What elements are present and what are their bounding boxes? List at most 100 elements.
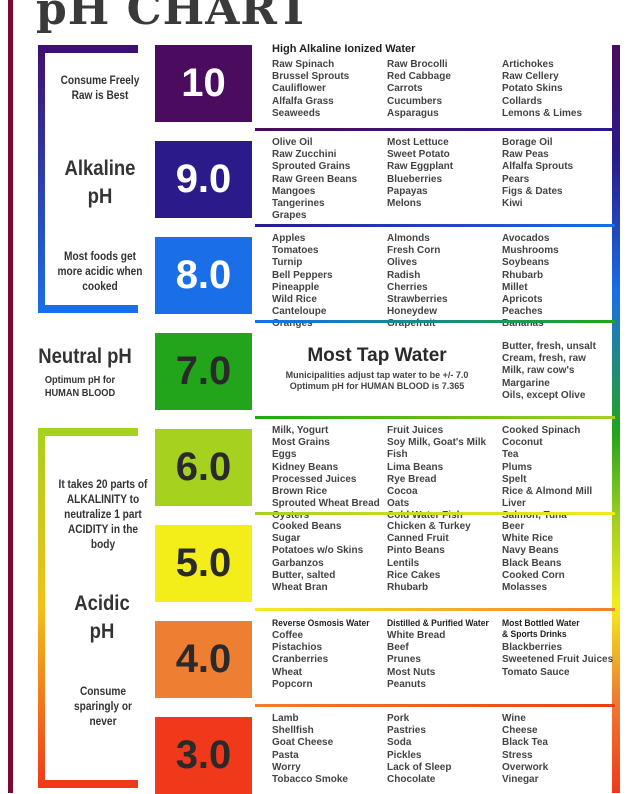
food-item: Fruit Juices: [387, 425, 444, 436]
food-item: Mangoes: [272, 185, 316, 197]
food-item: Fresh Corn: [387, 245, 441, 257]
food-item: Alfalfa Sprouts: [502, 161, 574, 173]
food-item: Bananas: [502, 318, 544, 330]
ph-level-box: 3.0: [155, 717, 252, 794]
food-item: Avocados: [502, 233, 550, 244]
food-item: Rice & Almond Mill: [502, 486, 593, 497]
food-item: Tangerines: [272, 198, 325, 209]
row-separator: [255, 224, 615, 227]
food-item: Cooked Spinach: [502, 425, 581, 436]
food-item: Millet: [502, 281, 528, 293]
food-item: Spelt: [502, 473, 527, 485]
food-item: Cherries: [387, 281, 428, 293]
food-item: Wine: [502, 713, 526, 724]
food-item: Tomato Sauce: [502, 666, 570, 678]
food-item: Processed Juices: [272, 473, 357, 485]
food-item: Garbanzos: [272, 557, 324, 569]
food-item: Fish: [387, 449, 408, 461]
food-item: Pickles: [387, 749, 422, 761]
tap-water-headline: Most Tap Water: [307, 345, 447, 366]
row-separator: [255, 320, 615, 323]
food-item: Chocolate: [387, 774, 436, 785]
food-item: Soybeans: [502, 257, 550, 269]
food-item: Pineapple: [272, 281, 320, 293]
alkalinity-note: It takes 20 parts of ALKALINITY to neutr…: [58, 479, 148, 551]
food-item: Sweet Potato: [387, 149, 450, 161]
food-item: Soy Milk, Goat's Milk: [387, 437, 487, 449]
food-item: Asparagus: [387, 107, 439, 119]
acidic-label: Acidic pH: [74, 592, 130, 643]
food-item: Raw Peas: [502, 149, 549, 161]
row-separator: [255, 704, 615, 707]
food-item: Most Nuts: [387, 666, 436, 678]
food-item: Pasta: [272, 749, 299, 761]
food-item: Tobacco Smoke: [272, 774, 348, 785]
food-item: Artichokes: [502, 59, 554, 70]
alkaline-bracket-top: [38, 45, 138, 53]
food-item: Kiwi: [502, 198, 523, 209]
food-item: Lemons & Limes: [502, 107, 583, 119]
food-item: Pears: [502, 173, 530, 185]
food-item: Melons: [387, 198, 422, 209]
food-item: Milk, Yogurt: [272, 425, 329, 436]
food-item: Liver: [502, 498, 526, 510]
food-item: Tomatoes: [272, 245, 319, 257]
food-item: Canteloupe: [272, 306, 327, 318]
food-item: Black Beans: [502, 557, 562, 569]
optimum-label: Optimum pH for HUMAN BLOOD: [44, 374, 116, 399]
food-item: Apples: [272, 233, 306, 244]
alkaline-bracket: [38, 45, 45, 313]
food-item: Peaches: [502, 306, 543, 318]
consume-freely-label: Consume Freely Raw is Best: [60, 75, 140, 102]
food-item: Raw Eggplant: [387, 161, 454, 173]
food-item: Peanuts: [387, 678, 426, 690]
food-item: Cooked Corn: [502, 569, 565, 581]
food-item: Olives: [387, 257, 418, 269]
food-item: Wheat Bran: [272, 582, 328, 593]
food-item: Lamb: [272, 713, 299, 724]
food-item: Stress: [502, 749, 533, 761]
food-item: Rice Cakes: [387, 569, 441, 581]
food-item: Coconut: [502, 437, 543, 449]
food-item: Black Tea: [502, 737, 548, 749]
ph-level-box: 4.0: [155, 621, 252, 698]
food-item: Wheat: [272, 666, 302, 678]
food-item: Oranges: [272, 318, 313, 330]
food-item: Cocoa: [387, 486, 418, 497]
food-item: Cream, fresh, raw: [502, 353, 586, 365]
acidic-bracket-bottom: [38, 780, 138, 788]
food-item: Cold Water Fish: [387, 510, 463, 522]
food-item: Raw Brocolli: [387, 59, 448, 70]
alkaline-bracket-bottom: [38, 305, 138, 313]
food-item: Shellfish: [272, 725, 314, 737]
food-item: Brown Rice: [272, 486, 328, 497]
sparingly-label: Consume sparingly or never: [74, 686, 132, 728]
food-item: Raw Cellery: [502, 71, 559, 83]
food-item: Radish: [387, 269, 421, 281]
food-item: Almonds: [387, 233, 430, 244]
food-item: Collards: [502, 95, 543, 107]
food-item: Oats: [387, 498, 410, 510]
food-item: Potato Skins: [502, 83, 563, 95]
food-item: Rye Bread: [387, 473, 437, 485]
food-item: Salmon, Tuna: [502, 510, 567, 522]
column-header: Most Bottled Water & Sports Drinks: [502, 618, 580, 640]
ph-level-box: 7.0: [155, 333, 252, 410]
food-item: Grapefruit: [387, 318, 436, 330]
food-item: Raw Zucchini: [272, 149, 337, 161]
food-item: Sprouted Grains: [272, 161, 351, 173]
food-item: Raw Spinach: [272, 59, 335, 70]
food-item: Figs & Dates: [502, 185, 563, 197]
food-item: Sugar: [272, 533, 301, 545]
food-item: Strawberries: [387, 294, 448, 305]
food-item: Overwork: [502, 761, 549, 773]
food-item: Canned Fruit: [387, 533, 449, 545]
tap-water-note: Optimum pH for HUMAN BLOOD is 7.365: [289, 381, 465, 391]
food-item: Vinegar: [502, 774, 539, 785]
food-item: Brussel Sprouts: [272, 71, 350, 83]
neutral-label: Neutral pH: [38, 345, 132, 368]
food-item: Butter, salted: [272, 569, 336, 581]
food-item: Pork: [387, 713, 410, 724]
food-item: Most Grains: [272, 437, 330, 449]
food-item: Eggs: [272, 449, 297, 461]
